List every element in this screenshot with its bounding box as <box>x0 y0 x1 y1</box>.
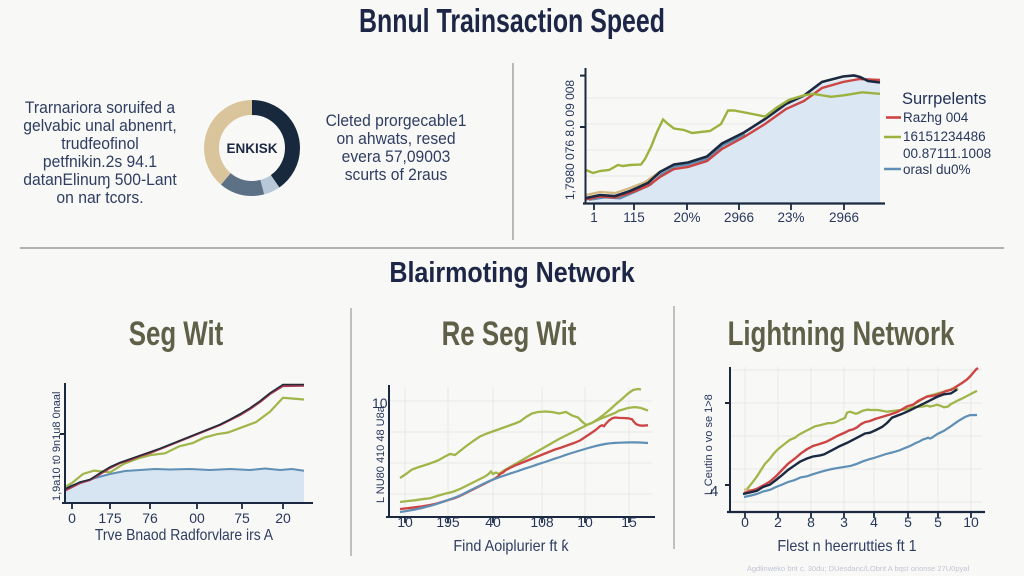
svg-text:L NU80 410 48 U8a: L NU80 410 48 U8a <box>375 405 387 503</box>
svg-text:108: 108 <box>530 514 554 530</box>
svg-text:0: 0 <box>68 510 76 526</box>
svg-text:Surrpelents: Surrpelents <box>902 90 986 108</box>
svg-text:20: 20 <box>275 510 291 526</box>
svg-text:00.87111.1008: 00.87111.1008 <box>903 146 991 161</box>
svg-text:4: 4 <box>870 514 878 530</box>
svg-text:115: 115 <box>623 210 645 225</box>
svg-text:L Ceutin o vo se 1>8: L Ceutin o vo se 1>8 <box>703 394 715 495</box>
svg-text:10: 10 <box>372 395 388 411</box>
svg-text:8: 8 <box>807 514 815 530</box>
svg-text:10: 10 <box>963 514 979 530</box>
svg-text:0: 0 <box>741 514 749 530</box>
svg-text:2: 2 <box>774 514 782 530</box>
svg-text:1,9a10 t0 9n1u8 0naal: 1,9a10 t0 9n1u8 0naal <box>51 392 63 502</box>
svg-text:16151234486: 16151234486 <box>903 129 986 144</box>
svg-text:75: 75 <box>234 510 250 526</box>
svg-text:76: 76 <box>142 510 158 526</box>
svg-text:3: 3 <box>840 514 848 530</box>
svg-text:40: 40 <box>485 514 501 530</box>
svg-text:4: 4 <box>710 483 718 500</box>
svg-text:15: 15 <box>621 514 637 530</box>
svg-text:5: 5 <box>934 514 942 530</box>
svg-text:2966: 2966 <box>724 210 754 225</box>
svg-text:5: 5 <box>904 514 912 530</box>
svg-text:1,7980 076 8.0 09 008: 1,7980 076 8.0 09 008 <box>563 80 577 200</box>
svg-text:10: 10 <box>577 514 593 530</box>
svg-text:175: 175 <box>98 510 122 526</box>
svg-text:1: 1 <box>590 210 598 225</box>
svg-text:20%: 20% <box>673 210 700 225</box>
svg-text:23%: 23% <box>777 210 804 225</box>
svg-text:orasl du0%: orasl du0% <box>903 162 971 177</box>
svg-text:Razhg 004: Razhg 004 <box>903 110 969 125</box>
svg-text:195: 195 <box>436 514 460 530</box>
svg-text:2966: 2966 <box>829 210 859 225</box>
svg-text:10: 10 <box>397 514 413 530</box>
svg-text:00: 00 <box>189 510 205 526</box>
svg-text:ENKISK: ENKISK <box>226 141 277 156</box>
